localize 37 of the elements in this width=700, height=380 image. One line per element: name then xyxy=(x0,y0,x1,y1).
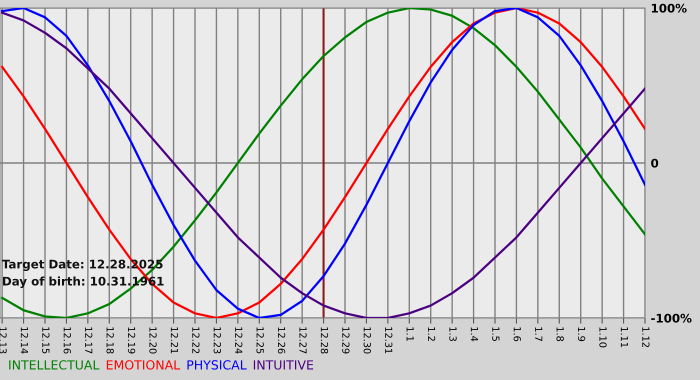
x-tick-label: 12.20 xyxy=(149,327,157,354)
text: EMOTIONAL xyxy=(106,360,180,370)
x-tick-label: 1.4 xyxy=(470,327,478,342)
x-tick-label: 12.28 xyxy=(320,327,328,354)
x-tick-label: 1.10 xyxy=(599,327,607,348)
x-tick-label: 12.27 xyxy=(299,327,307,354)
text: PHYSICAL xyxy=(187,360,247,370)
x-tick-label: 12.25 xyxy=(256,327,264,354)
x-tick-label: 12.29 xyxy=(342,327,350,354)
x-tick-label: 1.11 xyxy=(620,327,628,348)
x-tick-label: 12.18 xyxy=(106,327,114,354)
x-tick-label: 1.6 xyxy=(514,327,521,342)
x-tick-label: 1.9 xyxy=(578,327,586,342)
y-tick-label: 0 xyxy=(651,158,658,168)
x-tick-label: 12.22 xyxy=(192,327,200,354)
y-tick-label: 100% xyxy=(652,4,687,13)
x-tick-label: 1.3 xyxy=(449,327,457,342)
x-tick-label: 1.5 xyxy=(492,327,500,341)
x-tick-label: 12.21 xyxy=(170,327,178,354)
y-tick-label: -100% xyxy=(651,314,692,323)
x-tick-label: 12.26 xyxy=(278,327,286,354)
x-tick-label: 1.2 xyxy=(428,327,436,341)
text: INTUITIVE xyxy=(254,360,314,370)
x-tick-label: 1.12 xyxy=(642,327,650,348)
x-tick-label: 12.14 xyxy=(20,327,28,354)
x-tick-label: 12.24 xyxy=(235,327,242,354)
x-tick-label: 12.23 xyxy=(214,327,221,354)
x-tick-label: 1.7 xyxy=(535,327,542,341)
x-tick-label: 12.19 xyxy=(128,327,136,354)
x-tick-label: 12.17 xyxy=(85,327,92,354)
x-tick-label: 12.15 xyxy=(42,327,50,354)
x-tick-label: 12.16 xyxy=(64,327,71,354)
text: INTELLECTUAL xyxy=(9,360,100,370)
x-tick-label: 12.30 xyxy=(364,327,371,354)
x-tick-label: 1.1 xyxy=(406,327,414,341)
x-tick-label: 1.8 xyxy=(556,327,564,342)
x-tick-label: 12.31 xyxy=(385,327,392,354)
